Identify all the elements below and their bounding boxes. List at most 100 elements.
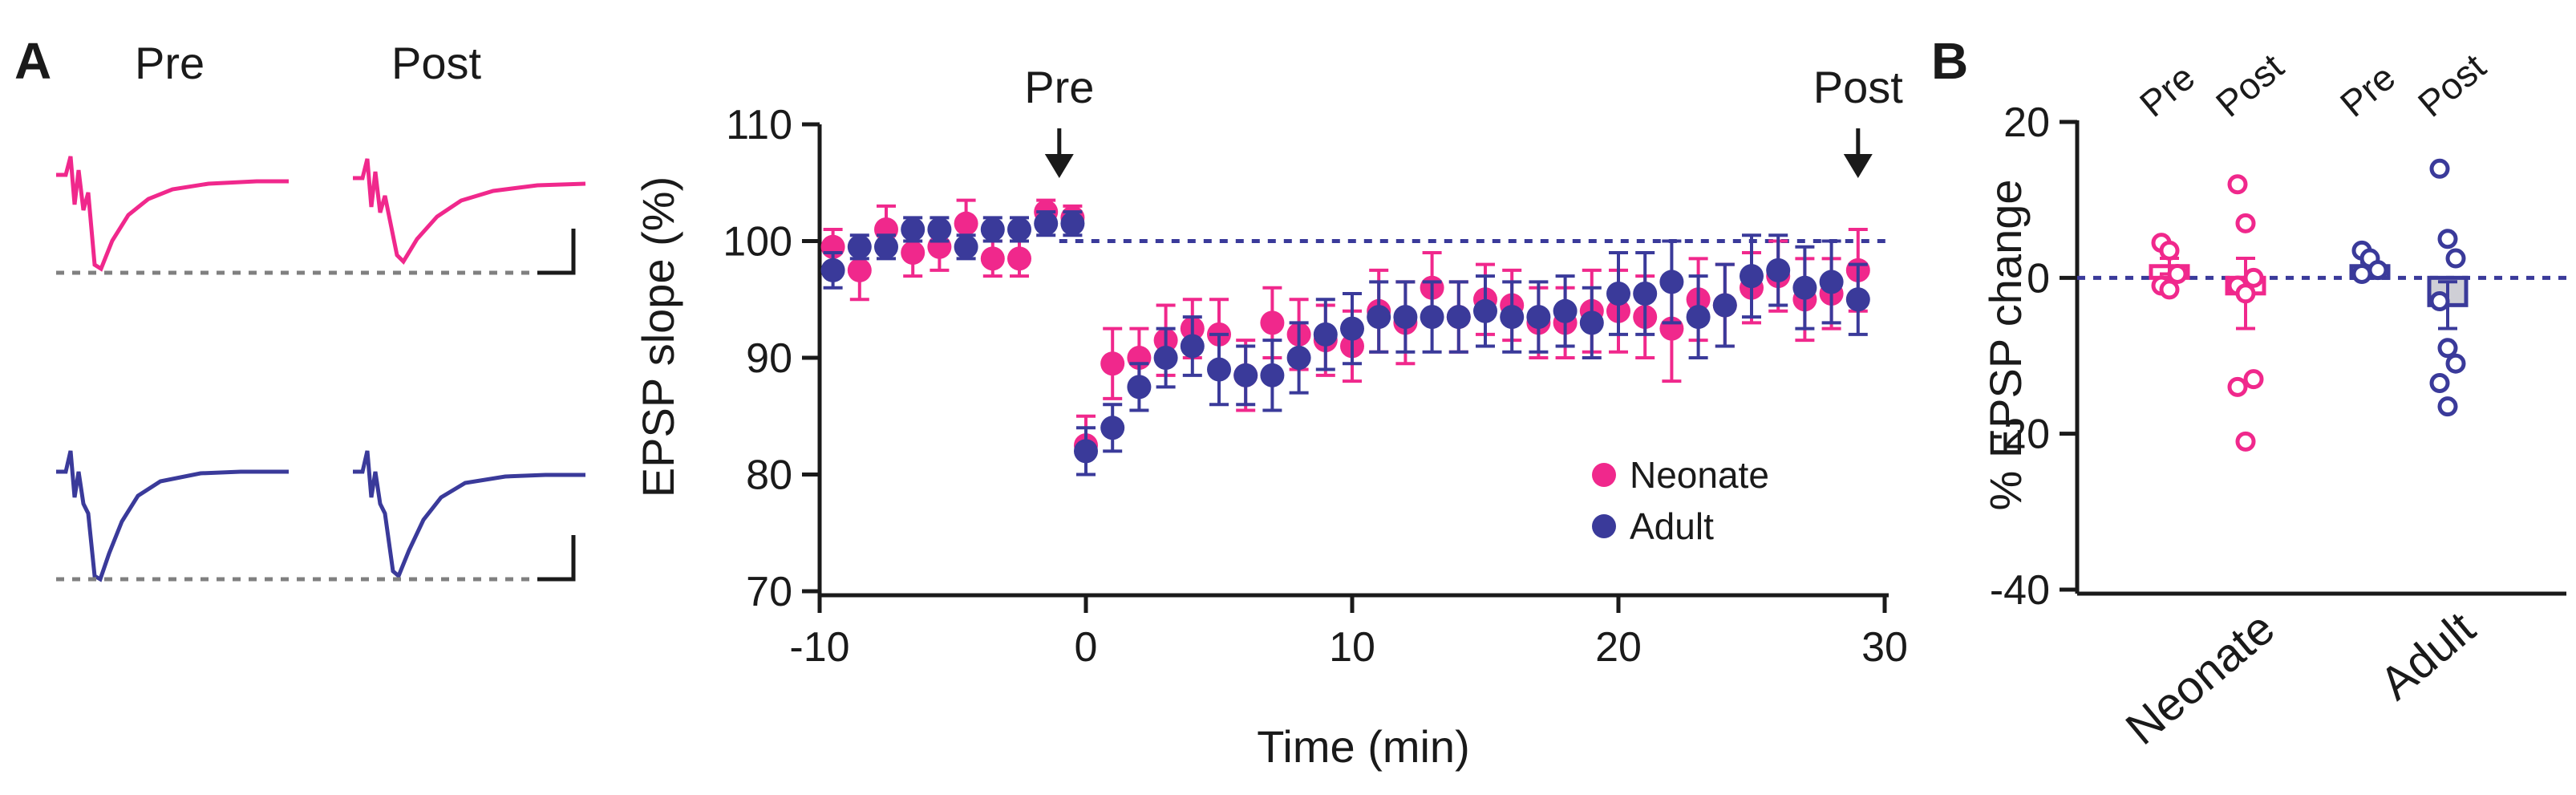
data-point bbox=[1579, 310, 1604, 335]
x-tick-label: 30 bbox=[1861, 624, 1908, 671]
bar-adult-post bbox=[2427, 158, 2469, 417]
condition-label: Pre bbox=[2332, 56, 2403, 125]
data-point bbox=[1127, 375, 1152, 400]
annotation-arrow-head bbox=[1044, 154, 1074, 178]
time-course-chart: 70 80 90 100 110 -10 0 10 20 30 Pre Post Time (mi… bbox=[633, 62, 1908, 772]
data-point bbox=[1313, 322, 1338, 347]
y-tick-label: 100 bbox=[723, 219, 792, 266]
condition-label: Pre bbox=[2132, 56, 2202, 125]
trace-post-label: Post bbox=[391, 38, 481, 88]
panel-letter-b: B bbox=[1931, 32, 1968, 90]
data-point bbox=[980, 246, 1005, 271]
x-tick-label: 0 bbox=[1075, 624, 1098, 671]
data-point bbox=[927, 217, 952, 241]
data-point bbox=[1686, 305, 1711, 330]
y-tick-label: -20 bbox=[1990, 412, 2050, 458]
y-axis-title: % EPSP change bbox=[1980, 179, 2031, 510]
data-point bbox=[1446, 305, 1471, 330]
data-point bbox=[2243, 369, 2264, 390]
series-marks bbox=[820, 198, 1870, 477]
data-point bbox=[1340, 316, 1364, 341]
y-tick-label: 110 bbox=[726, 102, 792, 148]
bar-adult-pre bbox=[2349, 240, 2391, 284]
series-adult bbox=[820, 210, 1870, 477]
group-label: Adult bbox=[2370, 602, 2485, 710]
data-point bbox=[954, 211, 978, 236]
y-ticks: 70 80 90 100 110 bbox=[723, 102, 820, 615]
data-point bbox=[1100, 351, 1125, 376]
legend: Neonate Adult bbox=[1592, 454, 1769, 547]
trace-pre-label: Pre bbox=[135, 38, 205, 88]
data-point bbox=[901, 217, 925, 241]
data-point bbox=[1286, 346, 1311, 370]
data-point bbox=[1766, 258, 1791, 282]
trace-adult-pre bbox=[56, 450, 289, 582]
legend-marker bbox=[1592, 463, 1616, 487]
y-tick-label: -40 bbox=[1990, 567, 2050, 614]
data-point bbox=[1500, 305, 1525, 330]
annotation-label: Post bbox=[1813, 62, 1903, 112]
data-point bbox=[2227, 376, 2248, 397]
annotation-label: Pre bbox=[1024, 62, 1094, 112]
x-tick-label: 10 bbox=[1329, 624, 1375, 671]
x-tick-label: 20 bbox=[1595, 624, 1642, 671]
data-point bbox=[1633, 281, 1658, 306]
data-point bbox=[2437, 396, 2458, 417]
data-point bbox=[1819, 270, 1844, 294]
bar-neonate-post bbox=[2225, 174, 2266, 452]
data-point bbox=[2235, 431, 2256, 452]
trace-adult-post bbox=[353, 450, 585, 580]
data-point bbox=[1420, 305, 1444, 330]
data-point bbox=[2159, 240, 2180, 261]
data-point bbox=[1740, 264, 1764, 289]
data-point bbox=[2235, 283, 2256, 304]
data-point bbox=[847, 258, 872, 282]
panel-letter-a: A bbox=[14, 32, 51, 90]
data-point bbox=[1393, 305, 1418, 330]
x-tick-label: -10 bbox=[789, 624, 849, 671]
y-tick-label: 90 bbox=[746, 335, 792, 382]
y-axis-title: EPSP slope (%) bbox=[633, 176, 683, 497]
data-point bbox=[1473, 298, 1497, 323]
data-point bbox=[1260, 310, 1285, 335]
data-point bbox=[847, 234, 872, 259]
data-point bbox=[2445, 248, 2466, 269]
data-point bbox=[874, 234, 898, 259]
data-point bbox=[2367, 260, 2388, 281]
data-point bbox=[1260, 363, 1285, 387]
y-ticks: -40 -20 0 20 bbox=[1990, 99, 2077, 614]
data-point bbox=[1712, 293, 1737, 318]
condition-label: Post bbox=[2208, 46, 2291, 125]
data-point bbox=[2429, 290, 2450, 311]
data-point bbox=[1367, 305, 1391, 330]
data-point bbox=[1659, 270, 1684, 294]
data-point bbox=[2437, 229, 2458, 249]
y-tick-label: 0 bbox=[2027, 255, 2050, 302]
condition-label: Post bbox=[2410, 46, 2493, 125]
trace-neonate-pre bbox=[56, 156, 289, 272]
data-point bbox=[2227, 174, 2248, 195]
x-ticks: -10 0 10 20 30 bbox=[789, 595, 1908, 671]
data-point bbox=[2243, 267, 2264, 288]
data-point bbox=[2159, 279, 2180, 300]
data-point bbox=[2445, 353, 2466, 374]
x-axis-title: Time (min) bbox=[1257, 721, 1469, 772]
y-tick-label: 80 bbox=[746, 452, 792, 499]
data-point bbox=[1007, 246, 1031, 271]
data-point bbox=[2167, 263, 2188, 284]
data-point bbox=[1553, 298, 1578, 323]
data-point bbox=[2235, 213, 2256, 233]
scale-bar-adult bbox=[537, 535, 576, 582]
data-point bbox=[1526, 305, 1551, 330]
data-point bbox=[1060, 211, 1085, 236]
data-point bbox=[1845, 287, 1870, 312]
annotations: Pre Post bbox=[1024, 62, 1903, 178]
legend-marker bbox=[1592, 514, 1616, 538]
scale-bar-neonate bbox=[537, 229, 576, 275]
group-label: Neonate bbox=[2116, 602, 2285, 755]
data-point bbox=[820, 258, 845, 282]
y-tick-label: 70 bbox=[746, 569, 792, 615]
bar-neonate-pre bbox=[2149, 233, 2190, 300]
